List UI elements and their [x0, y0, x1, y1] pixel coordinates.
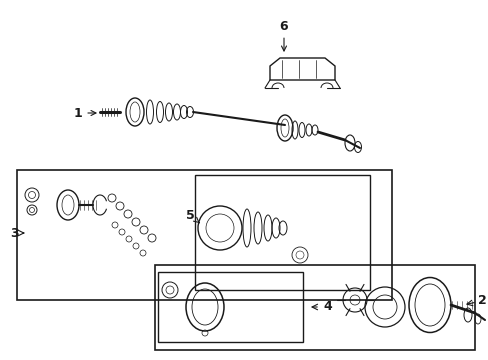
Bar [195, 175, 369, 290]
Text: 4: 4 [323, 301, 331, 314]
Bar [158, 272, 303, 342]
Text: 1: 1 [74, 107, 96, 120]
Text: 2: 2 [477, 293, 486, 306]
Text: 6: 6 [279, 19, 288, 51]
Text: 5: 5 [185, 208, 199, 223]
Bar [155, 265, 474, 350]
Bar [17, 170, 391, 300]
Text: 3: 3 [10, 226, 19, 239]
